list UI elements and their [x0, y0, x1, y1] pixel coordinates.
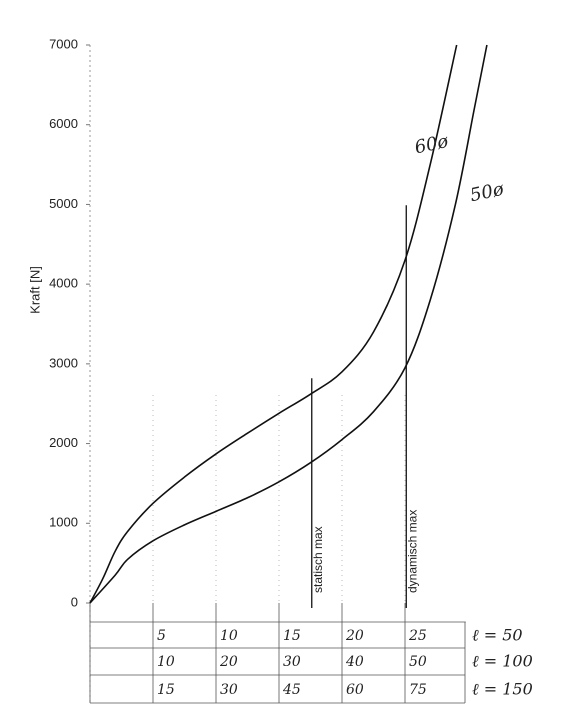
y-tick-label: 5000 — [49, 196, 78, 211]
x-tick-label: 10 — [220, 628, 238, 644]
y-tick-label: 4000 — [49, 276, 78, 291]
x-tick-label: 5 — [157, 628, 166, 644]
y-tick-label: 1000 — [49, 515, 78, 530]
legend-label: 50ø — [468, 178, 507, 206]
x-tick-label: 20 — [345, 628, 364, 644]
y-tick-label: 3000 — [49, 355, 78, 370]
annotation-text: statisch max — [311, 526, 325, 593]
x-tick-label: 40 — [345, 654, 364, 670]
x-tick-label: 30 — [220, 682, 238, 698]
y-axis-label: Kraft [N] — [27, 266, 42, 314]
x-tick-label: 45 — [282, 682, 301, 698]
x-tick-label: 60 — [346, 682, 364, 698]
y-tick-label: 0 — [71, 594, 78, 609]
line — [89, 44, 458, 604]
x-tick-label: 30 — [283, 654, 301, 670]
y-tick-label: 2000 — [49, 435, 78, 450]
x-row-label: ℓ = 100 — [472, 652, 533, 671]
legend-label: 60ø — [413, 131, 452, 159]
x-row-label: ℓ = 50 — [472, 626, 523, 645]
x-tick-label: 25 — [408, 628, 427, 644]
x-tick-label: 50 — [409, 654, 427, 670]
x-tick-label: 10 — [157, 654, 175, 670]
x-tick-label: 15 — [157, 682, 175, 698]
x-row-label: ℓ = 150 — [472, 680, 533, 699]
y-tick-label: 7000 — [49, 36, 78, 51]
x-tick-label: 20 — [219, 654, 238, 670]
x-tick-label: 75 — [409, 682, 427, 698]
x-tick-label: 15 — [283, 628, 301, 644]
annotation-text: dynamisch max — [405, 510, 419, 593]
line — [89, 44, 488, 604]
y-tick-label: 6000 — [49, 116, 78, 131]
